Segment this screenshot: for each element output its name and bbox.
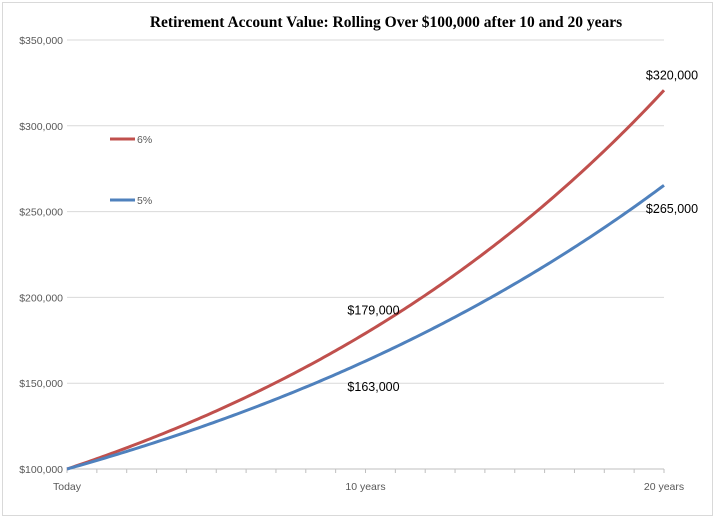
data-label: $163,000	[347, 380, 399, 394]
series-line-6pct	[66, 89, 666, 471]
y-tick-label: $300,000	[19, 121, 63, 133]
data-annotations: $179,000 $320,000 $163,000 $265,000	[347, 68, 698, 393]
y-tick-label: $100,000	[19, 464, 63, 476]
y-tick-label: $150,000	[19, 378, 63, 390]
x-tick-label: Today	[53, 481, 82, 493]
y-tick-label: $350,000	[19, 35, 63, 47]
chart-title: Retirement Account Value: Rolling Over $…	[150, 14, 622, 31]
gridlines	[66, 39, 665, 473]
y-tick-label: $250,000	[19, 207, 63, 219]
x-tick-label: 10 years	[345, 481, 385, 493]
data-label: $179,000	[347, 303, 399, 317]
legend-label: 6%	[137, 134, 152, 146]
data-label: $265,000	[646, 202, 698, 216]
x-axis-ticks: Today 10 years 20 years	[53, 481, 684, 493]
series-lines	[66, 89, 666, 471]
series-line-5pct	[66, 184, 665, 471]
y-tick-label: $200,000	[19, 292, 63, 304]
data-label: $320,000	[646, 68, 698, 82]
legend-label: 5%	[137, 195, 152, 207]
x-tick-label: 20 years	[644, 481, 684, 493]
y-axis-ticks: $100,000 $150,000 $200,000 $250,000 $300,000…	[19, 35, 63, 476]
legend: 6% 5%	[110, 134, 152, 207]
